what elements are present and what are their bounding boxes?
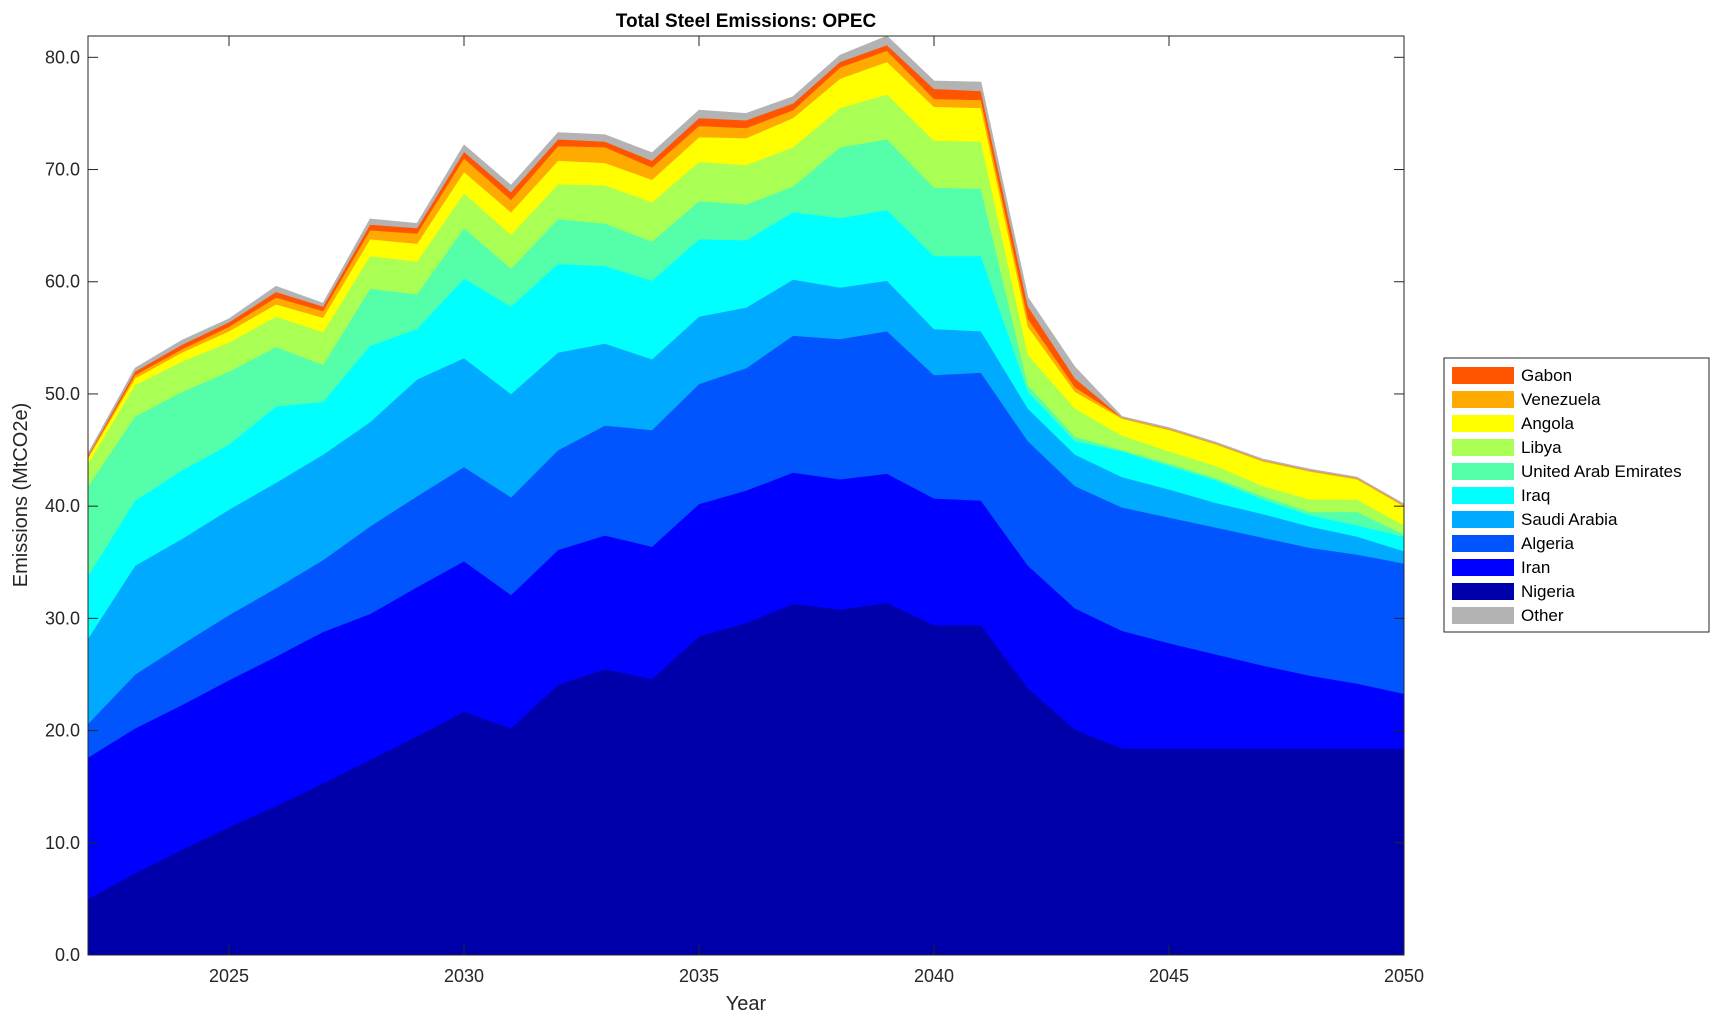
legend-item: Algeria [1452, 534, 1574, 553]
area-layers [87, 35, 1405, 956]
legend-swatch [1452, 583, 1514, 600]
legend-label: Angola [1521, 414, 1574, 433]
legend-swatch [1452, 439, 1514, 456]
y-tick-label: 60.0 [45, 272, 80, 292]
legend-label: Saudi Arabia [1521, 510, 1618, 529]
y-tick-label: 70.0 [45, 160, 80, 180]
y-tick-label: 20.0 [45, 721, 80, 741]
legend-item: Venezuela [1452, 390, 1601, 409]
legend-label: United Arab Emirates [1521, 462, 1682, 481]
legend-swatch [1452, 391, 1514, 408]
legend-swatch [1452, 463, 1514, 480]
plot-frame [87, 35, 1405, 956]
legend-item: Iran [1452, 558, 1550, 577]
legend-item: Iraq [1452, 486, 1550, 505]
legend-swatch [1452, 511, 1514, 528]
y-tick-label: 30.0 [45, 608, 80, 628]
y-tick-label: 80.0 [45, 47, 80, 67]
legend-item: Libya [1452, 438, 1562, 457]
legend-item: United Arab Emirates [1452, 462, 1682, 481]
legend-label: Other [1521, 606, 1564, 625]
legend: Gabon Venezuela Angola Libya United Arab Emi… [1443, 357, 1710, 633]
legend-label: Libya [1521, 438, 1562, 457]
legend-label: Gabon [1521, 366, 1572, 385]
legend-swatch [1452, 487, 1514, 504]
x-axis: 2025 2030 2035 2040 2045 2050 [209, 36, 1424, 986]
x-tick-label: 2050 [1384, 966, 1424, 986]
legend-item: Nigeria [1452, 582, 1575, 601]
y-tick-label: 0.0 [55, 945, 80, 965]
legend-swatch [1452, 367, 1514, 384]
legend-swatch [1452, 535, 1514, 552]
y-axis: 0.0 10.0 20.0 30.0 40.0 50.0 60.0 70.0 80.0 [45, 47, 1404, 965]
x-axis-label: Year [726, 993, 767, 1015]
legend-label: Algeria [1521, 534, 1574, 553]
legend-swatch [1452, 559, 1514, 576]
legend-swatch [1452, 607, 1514, 624]
legend-label: Venezuela [1521, 390, 1601, 409]
chart-title: Total Steel Emissions: OPEC [616, 11, 877, 32]
legend-label: Iraq [1521, 486, 1550, 505]
y-axis-label: Emissions (MtCO2e) [10, 403, 32, 587]
legend-label: Iran [1521, 558, 1550, 577]
legend-label: Nigeria [1521, 582, 1575, 601]
legend-item: Angola [1452, 414, 1574, 433]
x-tick-label: 2040 [914, 966, 954, 986]
y-tick-label: 40.0 [45, 496, 80, 516]
x-tick-label: 2030 [444, 966, 484, 986]
x-tick-label: 2035 [679, 966, 719, 986]
legend-item: Saudi Arabia [1452, 510, 1618, 529]
x-tick-label: 2045 [1149, 966, 1189, 986]
x-tick-label: 2025 [209, 966, 249, 986]
y-tick-label: 10.0 [45, 833, 80, 853]
legend-item: Gabon [1452, 366, 1572, 385]
y-tick-label: 50.0 [45, 384, 80, 404]
legend-swatch [1452, 415, 1514, 432]
legend-item: Other [1452, 606, 1564, 625]
